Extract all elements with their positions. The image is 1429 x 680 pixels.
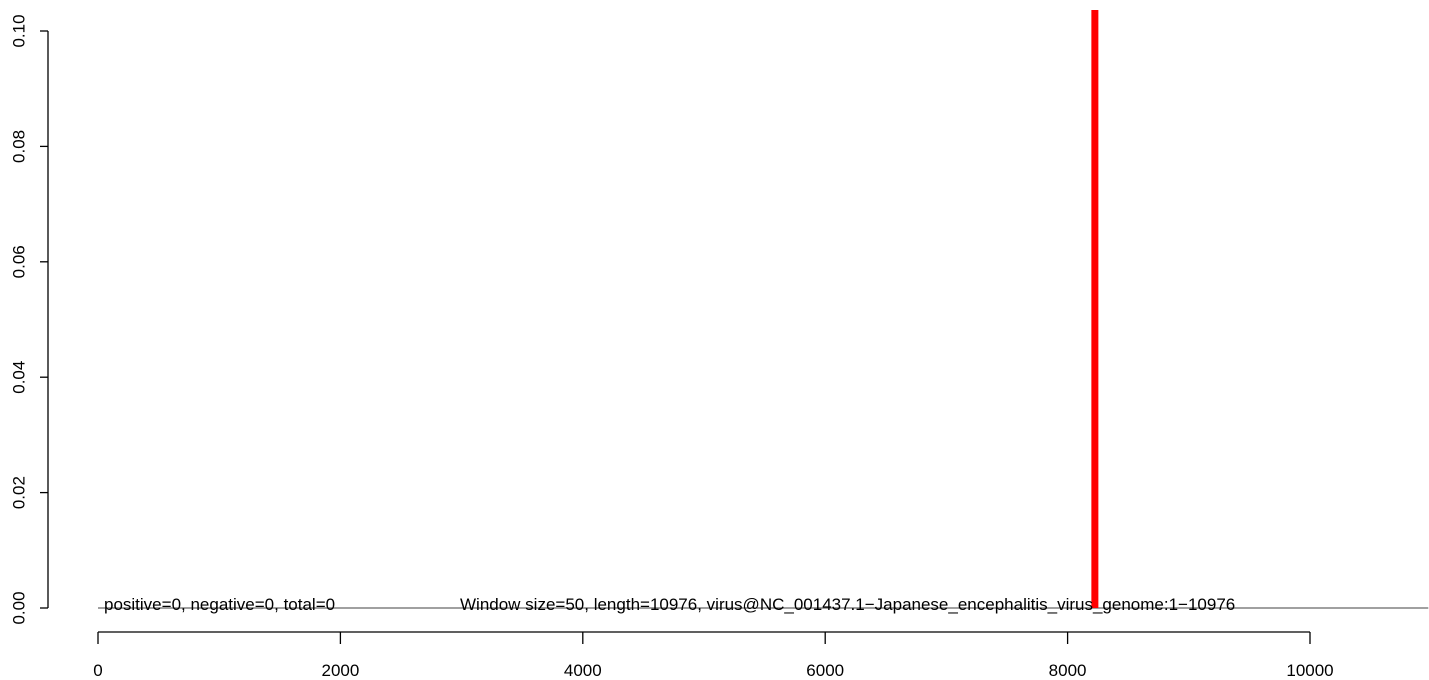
y-tick-label: 0.08: [9, 130, 28, 163]
y-tick-label: 0.00: [9, 591, 28, 624]
y-tick-label: 0.02: [9, 476, 28, 509]
y-tick-label: 0.06: [9, 245, 28, 278]
x-tick-label: 6000: [806, 661, 844, 680]
bar: [1091, 10, 1099, 608]
counts-annotation: positive=0, negative=0, total=0: [104, 595, 335, 614]
x-tick-label: 10000: [1286, 661, 1333, 680]
x-tick-label: 0: [93, 661, 102, 680]
window-annotation: Window size=50, length=10976, virus@NC_0…: [460, 595, 1235, 614]
plot-area: [98, 10, 1429, 609]
y-tick-label: 0.04: [9, 361, 28, 394]
x-tick-label: 8000: [1049, 661, 1087, 680]
y-axis: 0.00 0.02 0.04 0.06 0.08 0.10: [9, 14, 49, 625]
x-tick-label: 4000: [564, 661, 602, 680]
y-tick-label: 0.10: [9, 14, 28, 47]
x-axis: 0 2000 4000 6000 8000 10000: [93, 631, 1334, 680]
x-tick-label: 2000: [321, 661, 359, 680]
